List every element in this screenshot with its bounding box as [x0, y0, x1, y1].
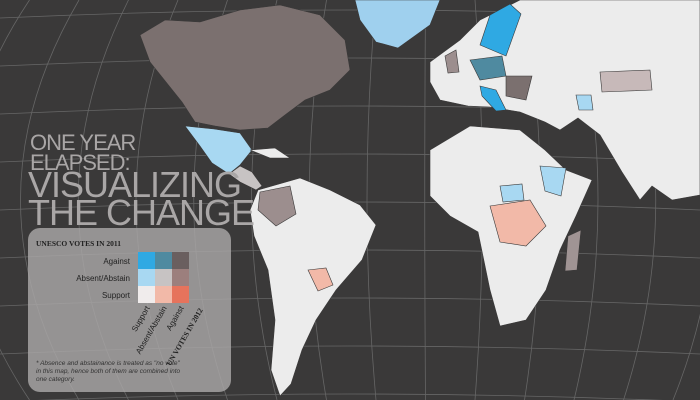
legend-row-label: Absent/Abstain — [76, 274, 130, 283]
greenland — [354, 0, 441, 49]
legend-swatch — [138, 286, 155, 303]
mexico — [184, 125, 253, 175]
central-african-republic — [499, 183, 525, 203]
parallel — [37, 393, 663, 400]
legend-swatch — [172, 269, 189, 286]
uk — [444, 49, 460, 74]
legend-swatch — [138, 269, 155, 286]
legend-swatch — [155, 269, 172, 286]
madagascar — [564, 229, 582, 272]
legend-swatch — [172, 252, 189, 269]
legend-swatch — [172, 286, 189, 303]
colombia — [257, 185, 297, 227]
legend-row-label: Against — [103, 257, 130, 266]
central-asia — [575, 94, 594, 111]
title-line: ONE YEAR — [30, 130, 135, 155]
south-america — [249, 177, 377, 397]
continents — [139, 0, 700, 397]
scandinavia — [479, 3, 522, 57]
legend-swatch — [138, 252, 155, 269]
cuba — [249, 147, 291, 159]
legend-title: UNESCO VOTES IN 2011 — [36, 239, 121, 248]
legend-swatch — [155, 286, 172, 303]
north-america — [139, 4, 351, 131]
congo — [489, 199, 547, 247]
balkans — [505, 75, 533, 101]
kazakhstan — [599, 69, 653, 93]
title-line: VISUALIZING — [28, 164, 241, 205]
legend-swatch — [155, 252, 172, 269]
central-america — [228, 165, 263, 191]
parallel — [0, 153, 700, 163]
title-line: ELAPSED: — [30, 150, 130, 175]
italy — [479, 85, 507, 112]
paraguay — [307, 267, 334, 292]
title-line: THE CHANGE — [28, 192, 254, 233]
ethiopia — [539, 165, 567, 197]
footnote: * Absence and abstainance is treated as … — [36, 360, 181, 383]
legend-row-label: Support — [102, 291, 131, 300]
